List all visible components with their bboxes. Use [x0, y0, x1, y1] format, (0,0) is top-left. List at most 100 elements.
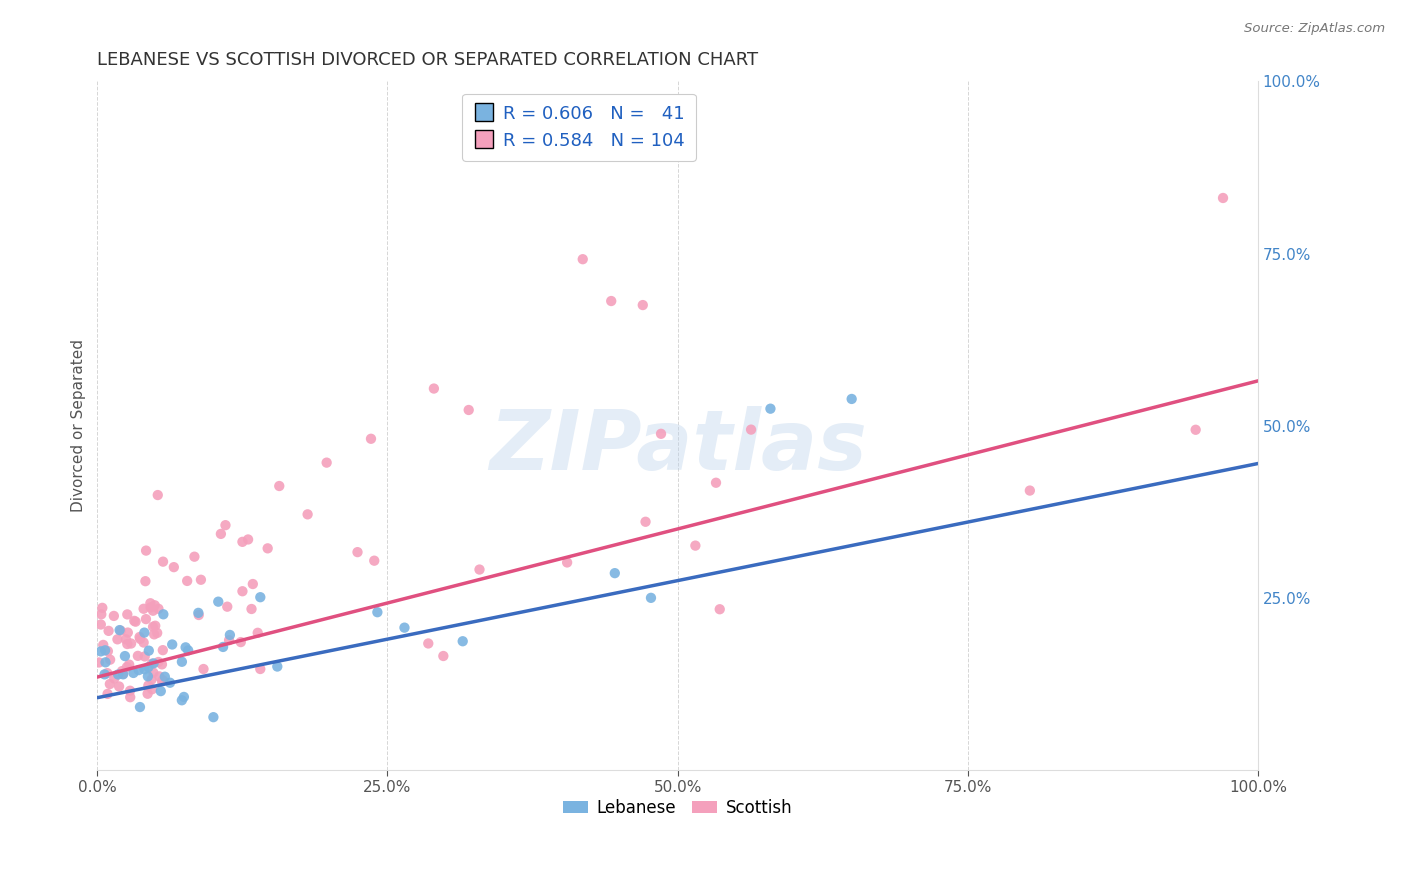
Point: [160, 638, 183, 652]
Point: [640, 591, 662, 605]
Point: [423, 382, 446, 396]
Point: [142, 604, 165, 618]
Point: [209, 527, 232, 541]
Point: [468, 563, 491, 577]
Point: [571, 252, 593, 267]
Point: [90, 607, 112, 622]
Point: [138, 643, 160, 657]
Point: [120, 636, 142, 650]
Point: [129, 700, 152, 714]
Point: [202, 710, 225, 724]
Text: LEBANESE VS SCOTTISH DIVORCED OR SEPARATED CORRELATION CHART: LEBANESE VS SCOTTISH DIVORCED OR SEPARAT…: [97, 51, 758, 69]
Point: [190, 573, 212, 587]
Point: [128, 663, 150, 677]
Point: [150, 674, 173, 689]
Point: [136, 669, 159, 683]
Point: [139, 596, 162, 610]
Point: [1018, 483, 1040, 498]
Point: [146, 488, 169, 502]
Point: [418, 636, 440, 650]
Point: [87, 656, 110, 670]
Point: [112, 667, 135, 681]
Point: [107, 667, 129, 681]
Point: [141, 682, 163, 697]
Point: [207, 595, 229, 609]
Point: [98, 653, 121, 667]
Point: [177, 643, 200, 657]
Point: [115, 632, 138, 647]
Point: [129, 632, 152, 646]
Point: [132, 635, 155, 649]
Point: [457, 403, 479, 417]
Point: [159, 675, 181, 690]
Point: [153, 670, 176, 684]
Point: [148, 655, 170, 669]
Point: [135, 543, 157, 558]
Point: [240, 602, 263, 616]
Point: [143, 618, 166, 632]
Point: [111, 664, 134, 678]
Point: [451, 634, 474, 648]
Point: [148, 669, 170, 683]
Point: [360, 432, 382, 446]
Point: [266, 659, 288, 673]
Point: [163, 560, 186, 574]
Point: [143, 627, 166, 641]
Point: [246, 625, 269, 640]
Point: [249, 591, 271, 605]
Point: [152, 643, 174, 657]
Point: [193, 662, 215, 676]
Text: Source: ZipAtlas.com: Source: ZipAtlas.com: [1244, 22, 1385, 36]
Point: [297, 508, 319, 522]
Point: [127, 648, 149, 663]
Point: [634, 515, 657, 529]
Point: [117, 607, 139, 622]
Point: [152, 607, 174, 622]
Point: [134, 662, 156, 676]
Text: ZIPatlas: ZIPatlas: [489, 406, 866, 487]
Point: [103, 609, 125, 624]
Point: [94, 656, 117, 670]
Point: [214, 518, 236, 533]
Point: [269, 479, 291, 493]
Point: [117, 637, 139, 651]
Point: [134, 625, 156, 640]
Point: [219, 628, 242, 642]
Point: [231, 584, 253, 599]
Point: [174, 640, 197, 655]
Point: [366, 605, 388, 619]
Point: [132, 601, 155, 615]
Y-axis label: Divorced or Separated: Divorced or Separated: [72, 339, 86, 512]
Point: [242, 577, 264, 591]
Point: [97, 687, 120, 701]
Point: [93, 667, 115, 681]
Point: [685, 539, 707, 553]
Point: [759, 401, 782, 416]
Point: [231, 534, 253, 549]
Point: [97, 624, 120, 638]
Point: [118, 683, 141, 698]
Point: [432, 648, 454, 663]
Point: [176, 574, 198, 588]
Point: [704, 475, 727, 490]
Point: [141, 673, 163, 687]
Point: [122, 665, 145, 680]
Point: [138, 678, 160, 692]
Point: [709, 602, 731, 616]
Point: [117, 625, 139, 640]
Point: [142, 665, 165, 680]
Point: [115, 660, 138, 674]
Point: [91, 638, 114, 652]
Point: [94, 643, 117, 657]
Point: [152, 673, 174, 688]
Point: [141, 657, 163, 671]
Point: [249, 662, 271, 676]
Point: [148, 601, 170, 615]
Point: [229, 635, 252, 649]
Point: [135, 612, 157, 626]
Point: [108, 680, 131, 694]
Legend: Lebanese, Scottish: Lebanese, Scottish: [557, 792, 799, 823]
Point: [98, 677, 121, 691]
Point: [136, 687, 159, 701]
Point: [1212, 191, 1234, 205]
